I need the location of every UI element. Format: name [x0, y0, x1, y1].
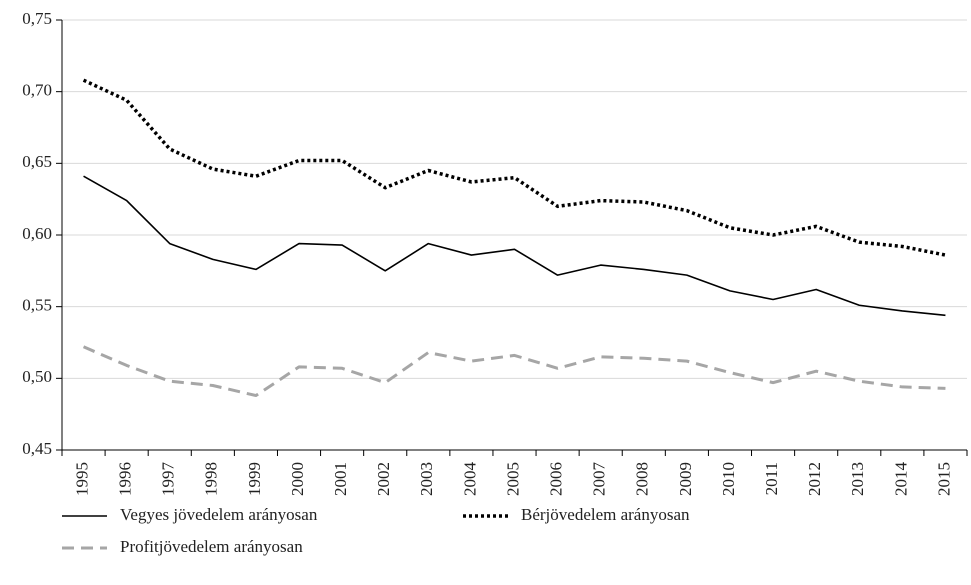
x-tick-label: 2005 — [503, 462, 522, 496]
x-tick-label: 2002 — [374, 462, 393, 496]
legend-label: Vegyes jövedelem arányosan — [120, 505, 318, 524]
legend-label: Bérjövedelem arányosan — [521, 505, 690, 524]
y-tick-label: 0,60 — [22, 224, 52, 243]
x-tick-label: 1995 — [72, 462, 91, 496]
x-tick-label: 2008 — [633, 462, 652, 496]
x-tick-label: 1997 — [159, 462, 178, 497]
x-tick-label: 2014 — [891, 462, 910, 497]
x-tick-label: 2001 — [331, 462, 350, 496]
x-tick-label: 2000 — [288, 462, 307, 496]
x-tick-label: 2003 — [417, 462, 436, 496]
x-tick-label: 2009 — [676, 462, 695, 496]
x-tick-label: 2013 — [848, 462, 867, 496]
series-line — [82, 345, 946, 398]
y-tick-label: 0,65 — [22, 152, 52, 171]
x-tick-label: 1998 — [202, 462, 221, 496]
y-tick-label: 0,55 — [22, 296, 52, 315]
legend-label: Profitjövedelem arányosan — [120, 537, 303, 556]
series-line — [82, 78, 946, 257]
y-tick-label: 0,75 — [22, 9, 52, 28]
series-line — [83, 175, 946, 317]
x-tick-label: 2006 — [547, 462, 566, 496]
x-tick-label: 1996 — [116, 462, 135, 496]
y-tick-label: 0,70 — [22, 81, 52, 100]
x-tick-label: 2015 — [934, 462, 953, 496]
x-tick-label: 2004 — [460, 462, 479, 497]
x-tick-label: 2007 — [590, 462, 609, 497]
x-tick-label: 2010 — [719, 462, 738, 496]
x-tick-label: 2011 — [762, 462, 781, 495]
x-tick-label: 1999 — [245, 462, 264, 496]
x-tick-label: 2012 — [805, 462, 824, 496]
y-tick-label: 0,50 — [22, 367, 52, 386]
y-tick-label: 0,45 — [22, 439, 52, 458]
